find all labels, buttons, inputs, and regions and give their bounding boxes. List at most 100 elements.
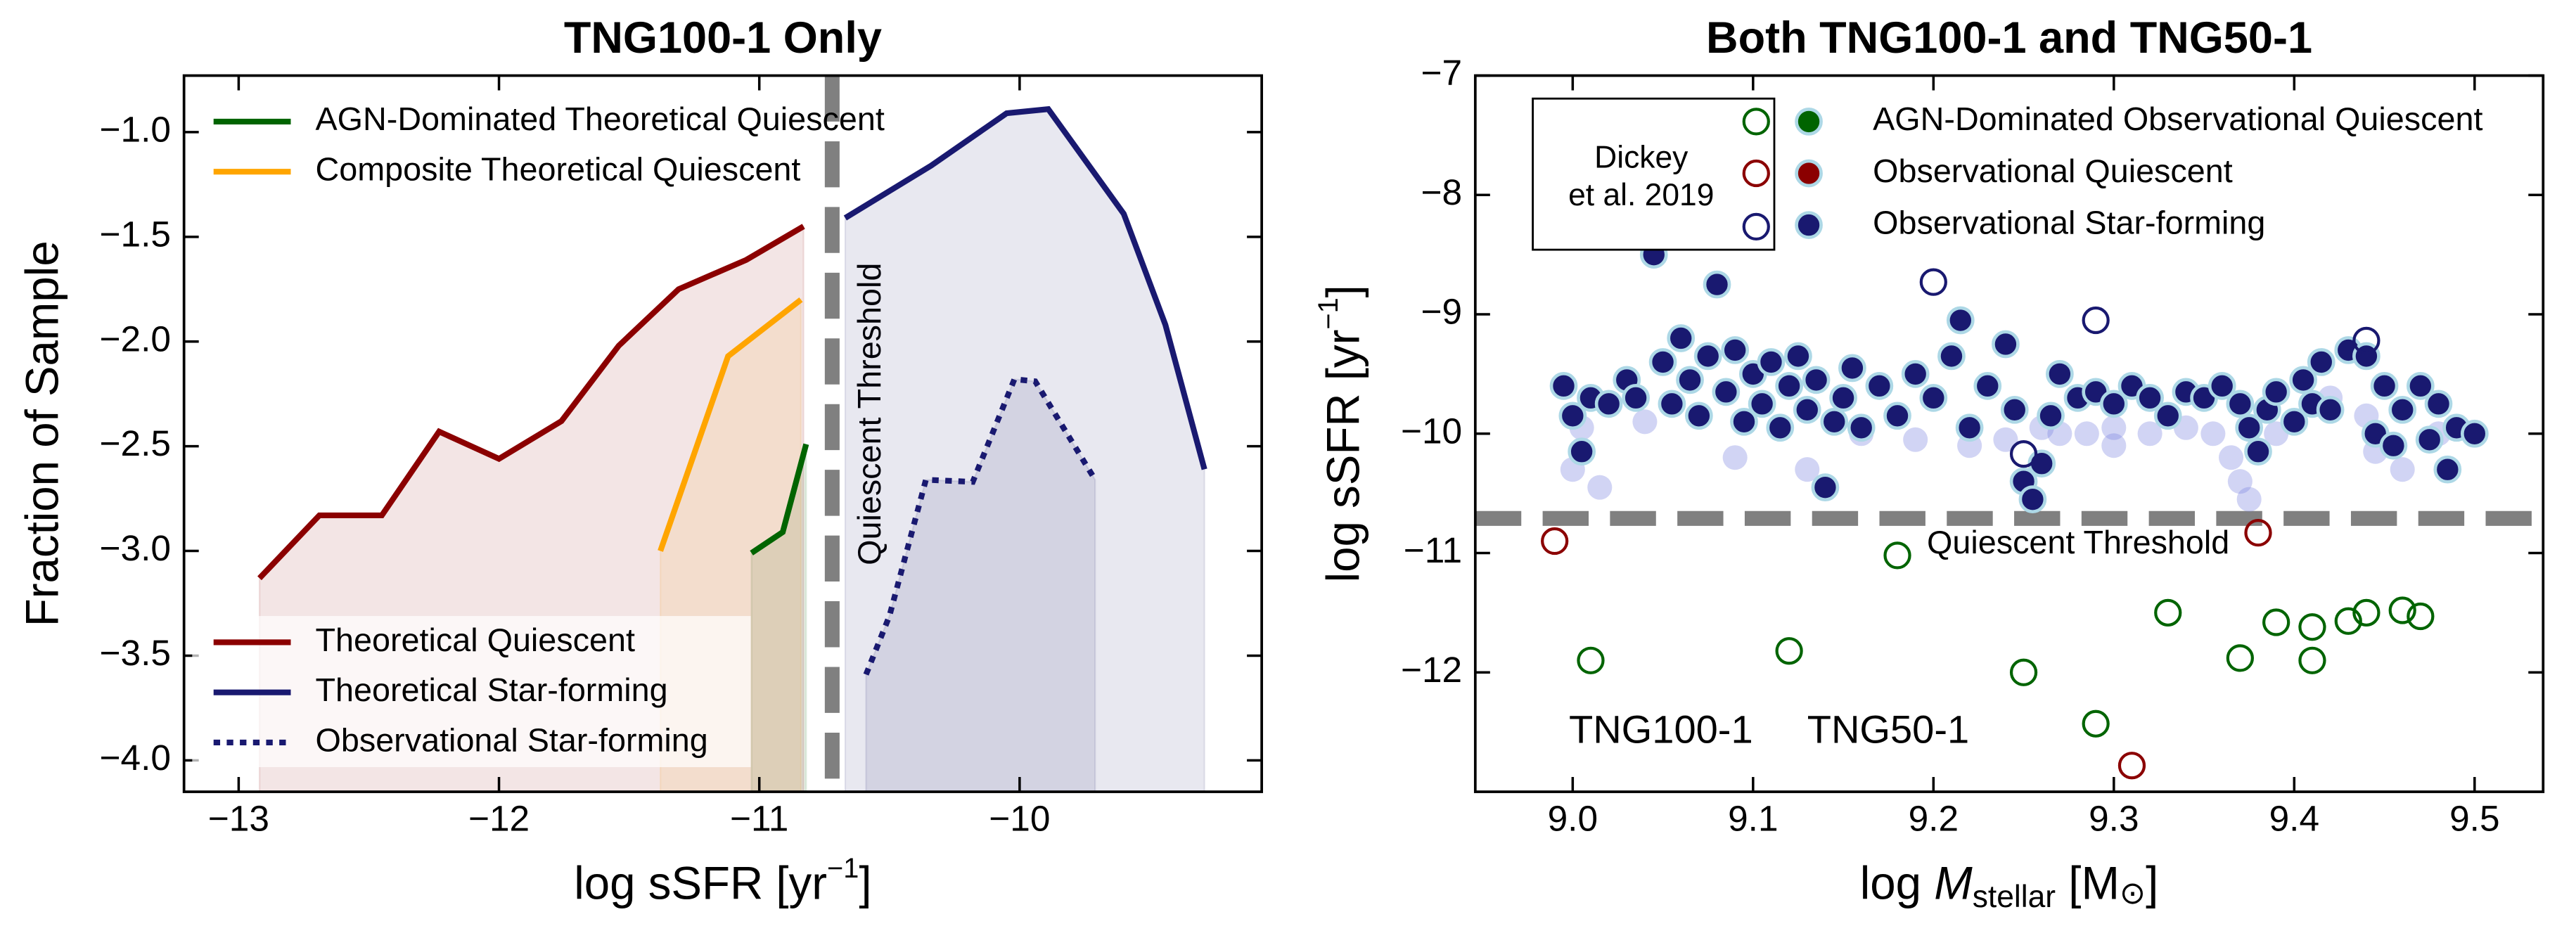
point xyxy=(1919,268,1947,296)
point xyxy=(2370,372,2399,400)
chart-title: TNG100-1 Only xyxy=(564,13,882,63)
legend-open-marker xyxy=(1742,159,1770,188)
legend-label: Observational Quiescent xyxy=(1873,153,2233,189)
point xyxy=(1883,401,1911,430)
y-tick-label: −1.5 xyxy=(100,213,171,254)
point xyxy=(2153,401,2182,430)
legend-label: Observational Star-forming xyxy=(316,721,708,758)
point xyxy=(1685,401,1713,430)
legend-open-marker xyxy=(1742,108,1770,136)
point xyxy=(2117,752,2146,780)
point xyxy=(2460,419,2489,448)
point xyxy=(1577,646,1605,674)
point xyxy=(2207,372,2236,400)
legend-label: Composite Theoretical Quiescent xyxy=(316,151,801,188)
y-tick-label: −2.5 xyxy=(100,423,171,463)
x-axis-label-part: ⊙ xyxy=(2120,876,2146,911)
legend-label: AGN-Dominated Observational Quiescent xyxy=(1873,101,2482,137)
legend-label: Observational Star-forming xyxy=(1873,204,2265,240)
point xyxy=(1703,270,1731,299)
y-tick-label: −3.0 xyxy=(100,527,171,568)
point xyxy=(2407,602,2435,631)
point xyxy=(2154,598,2182,627)
chart-title: Both TNG100-1 and TNG50-1 xyxy=(1706,13,2312,63)
point xyxy=(2219,445,2244,470)
plot-area: Quiescent Threshold xyxy=(1475,240,2544,780)
point xyxy=(2082,709,2110,738)
point xyxy=(2390,457,2415,482)
point xyxy=(1811,473,1840,502)
line xyxy=(750,443,809,555)
y-tick-label: −1.0 xyxy=(100,108,171,149)
point xyxy=(1937,342,1966,371)
point xyxy=(2200,421,2226,446)
threshold-label: Quiescent Threshold xyxy=(851,263,887,565)
point xyxy=(1847,413,1876,442)
x-tick-label: −11 xyxy=(730,798,788,839)
point xyxy=(1667,324,1696,352)
point xyxy=(2037,401,2065,430)
point xyxy=(2227,469,2253,494)
y-tick-label: −4.0 xyxy=(100,737,171,778)
point xyxy=(1757,348,1786,376)
series-label: TNG50-1 xyxy=(1807,707,1969,752)
point xyxy=(2388,596,2416,624)
point xyxy=(2101,433,2127,458)
point xyxy=(2082,306,2110,335)
x-axis-label-part: log xyxy=(1860,858,1934,909)
series-label: TNG100-1 xyxy=(1569,707,1753,752)
point xyxy=(1676,366,1704,394)
y-axis-label-part: ] xyxy=(1318,285,1369,297)
x-axis-label-part: ] xyxy=(859,858,871,909)
point xyxy=(1722,445,1748,470)
point xyxy=(1901,360,1930,388)
point xyxy=(1549,372,1578,400)
point xyxy=(2101,415,2127,440)
point xyxy=(2334,607,2362,635)
point xyxy=(1946,306,1975,335)
y-tick-label: −10 xyxy=(1401,410,1462,451)
x-axis-label-part: log sSFR [yr xyxy=(574,858,827,909)
point xyxy=(1748,390,1776,418)
point xyxy=(1712,378,1741,406)
y-axis-label-part: −1 xyxy=(1314,297,1345,329)
x-tick-label: 9.0 xyxy=(1548,798,1598,839)
legend-box xyxy=(1532,97,1776,251)
point xyxy=(2244,437,2272,466)
point xyxy=(1919,383,1948,412)
axes-frame xyxy=(1473,74,2545,793)
x-tick-label: 9.4 xyxy=(2269,798,2319,839)
point xyxy=(1541,527,1569,555)
axes-frame xyxy=(182,74,1263,793)
point xyxy=(2009,440,2038,468)
point xyxy=(1784,342,1812,371)
point xyxy=(1587,475,1613,500)
line xyxy=(843,105,1207,470)
point xyxy=(2262,608,2290,636)
point xyxy=(1903,427,1928,452)
point xyxy=(2099,390,2128,418)
point xyxy=(2136,383,2164,412)
point xyxy=(1558,401,1587,430)
y-tick-label: −9 xyxy=(1421,291,1463,332)
x-axis-label-part: −1 xyxy=(827,854,859,885)
x-axis-label: log sSFR [yr−1] xyxy=(574,854,871,909)
point xyxy=(1658,390,1686,418)
point xyxy=(1973,372,2002,400)
point xyxy=(2352,326,2380,354)
point xyxy=(2316,395,2345,424)
line xyxy=(863,375,1098,676)
x-axis-label-part: M xyxy=(1934,858,1973,909)
point xyxy=(2226,390,2255,418)
point xyxy=(2289,366,2317,394)
point xyxy=(1992,330,2020,359)
point xyxy=(2262,378,2290,406)
point xyxy=(2046,360,2074,388)
point xyxy=(1775,637,1803,665)
point xyxy=(2307,348,2335,376)
point xyxy=(2352,598,2380,627)
x-tick-label: −10 xyxy=(989,798,1050,839)
point xyxy=(1993,427,2018,452)
threshold-label-bg xyxy=(842,246,898,584)
